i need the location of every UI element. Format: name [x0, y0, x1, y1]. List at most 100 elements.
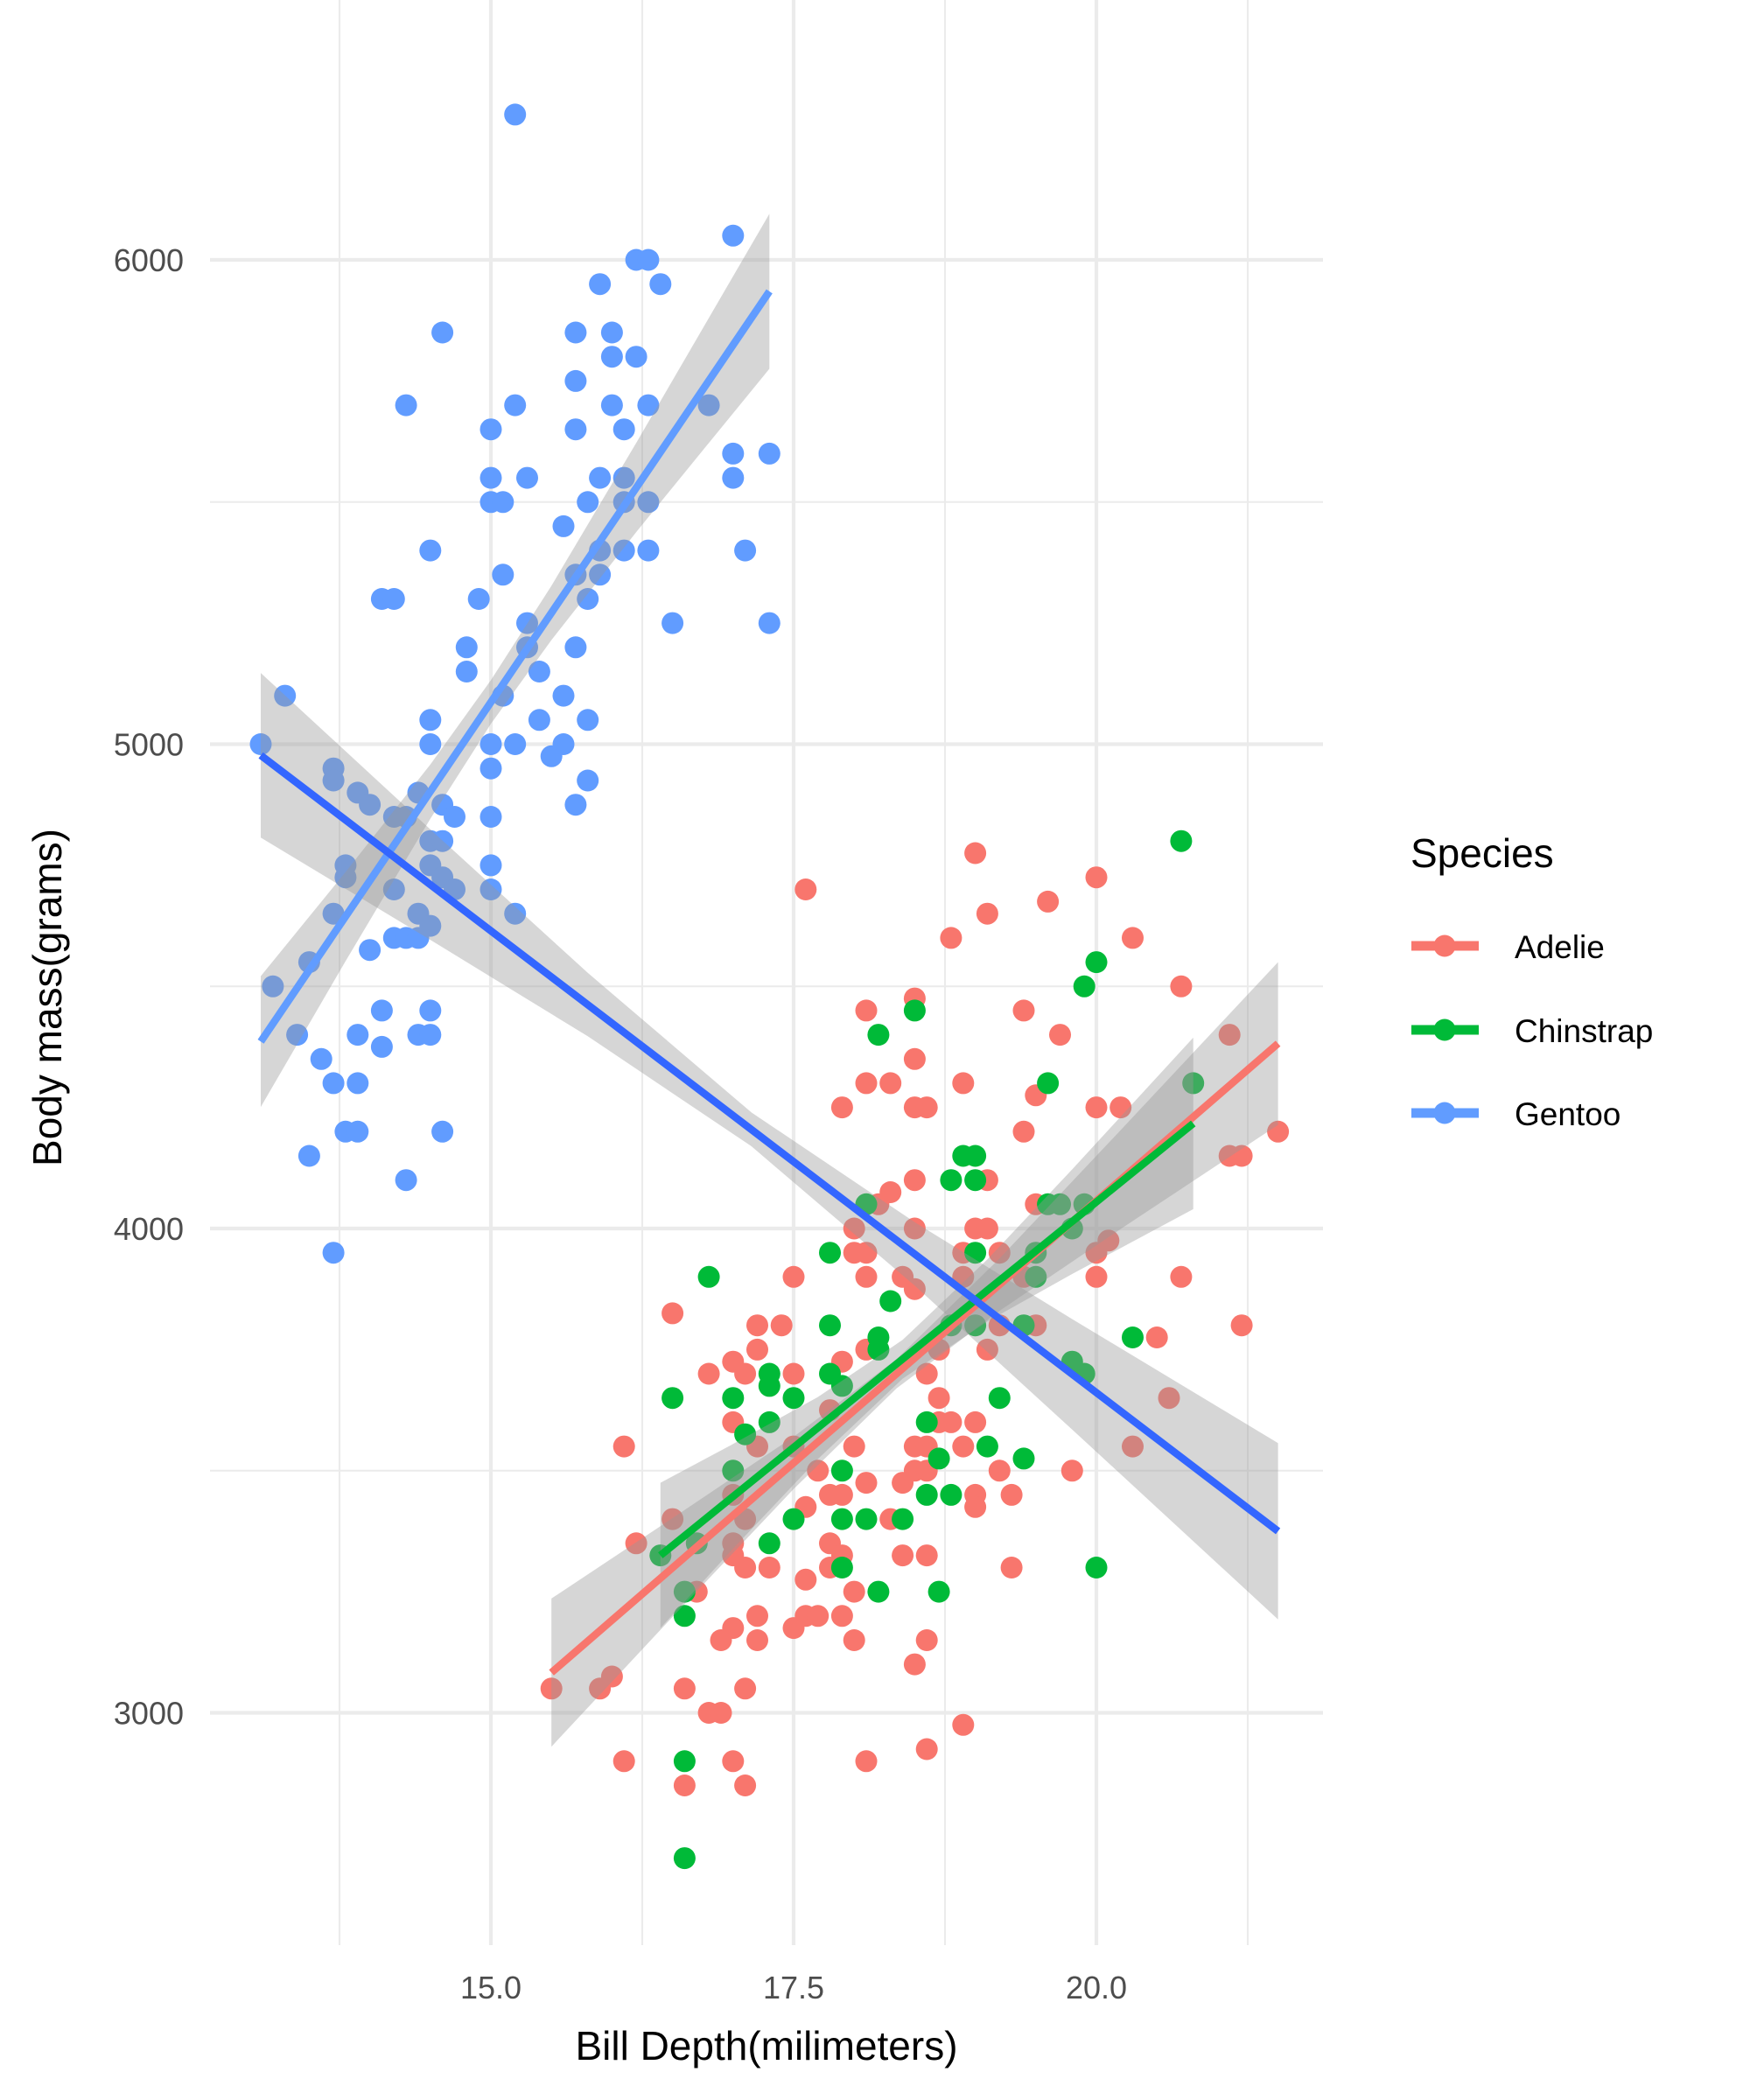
point-adelie: [964, 842, 987, 864]
data-points: [249, 103, 1290, 1870]
point-gentoo: [492, 564, 514, 586]
y-tick-label: 6000: [114, 242, 184, 278]
point-gentoo: [504, 103, 527, 126]
point-adelie: [928, 1387, 950, 1410]
point-chinstrap: [1012, 1447, 1035, 1470]
point-adelie: [855, 1472, 878, 1494]
point-adelie: [1085, 866, 1108, 889]
point-adelie: [1097, 1229, 1120, 1252]
point-gentoo: [758, 612, 780, 634]
point-gentoo: [359, 939, 382, 962]
point-chinstrap: [673, 1750, 696, 1773]
x-tick-label: 20.0: [1066, 1970, 1127, 2006]
point-gentoo: [419, 539, 442, 562]
point-gentoo: [612, 539, 635, 562]
legend-items: Adelie Chinstrap Gentoo: [1411, 929, 1653, 1132]
point-adelie: [964, 1495, 987, 1518]
x-axis-title: Bill Depth(milimeters): [575, 2023, 957, 2068]
point-adelie: [746, 1338, 768, 1361]
point-adelie: [662, 1508, 684, 1530]
point-chinstrap: [830, 1508, 853, 1530]
point-adelie: [662, 1302, 684, 1325]
point-gentoo: [382, 878, 405, 900]
point-chinstrap: [819, 1242, 841, 1264]
point-adelie: [830, 1483, 853, 1506]
point-adelie: [782, 1617, 805, 1640]
point-gentoo: [564, 321, 587, 344]
point-gentoo: [480, 854, 502, 877]
point-gentoo: [310, 1047, 332, 1070]
point-gentoo: [322, 1242, 345, 1264]
point-adelie: [1170, 975, 1193, 998]
point-adelie: [976, 902, 998, 925]
legend-key-point: [1433, 1102, 1456, 1124]
point-adelie: [722, 1750, 745, 1773]
point-chinstrap: [903, 999, 926, 1022]
point-adelie: [915, 1629, 938, 1651]
point-chinstrap: [928, 1447, 950, 1470]
point-adelie: [952, 1435, 975, 1458]
point-chinstrap: [1122, 1326, 1144, 1348]
point-adelie: [710, 1702, 732, 1724]
point-chinstrap: [758, 1410, 780, 1433]
point-chinstrap: [855, 1508, 878, 1530]
point-gentoo: [504, 902, 527, 925]
point-gentoo: [346, 1072, 369, 1095]
point-adelie: [976, 1217, 998, 1240]
point-adelie: [1122, 1435, 1144, 1458]
point-chinstrap: [879, 1290, 902, 1312]
point-adelie: [988, 1242, 1011, 1264]
point-chinstrap: [830, 1375, 853, 1397]
point-gentoo: [480, 878, 502, 900]
point-gentoo: [577, 769, 599, 792]
point-gentoo: [455, 661, 478, 682]
point-gentoo: [370, 999, 393, 1022]
point-chinstrap: [867, 1024, 890, 1046]
point-gentoo: [552, 684, 575, 707]
legend: Species Adelie Chinstrap Gentoo: [1410, 830, 1653, 1132]
x-tick-label: 17.5: [763, 1970, 824, 2006]
point-gentoo: [662, 612, 684, 634]
point-adelie: [1000, 1557, 1023, 1578]
y-axis-title: Body mass(grams): [24, 829, 70, 1166]
point-gentoo: [540, 745, 563, 767]
point-adelie: [770, 1314, 793, 1337]
point-adelie: [843, 1217, 865, 1240]
point-chinstrap: [697, 1265, 720, 1288]
point-gentoo: [552, 514, 575, 537]
point-adelie: [589, 1677, 612, 1700]
point-chinstrap: [964, 1144, 987, 1167]
point-gentoo: [480, 418, 502, 441]
point-chinstrap: [915, 1483, 938, 1506]
point-adelie: [855, 1242, 878, 1264]
point-adelie: [1110, 1096, 1132, 1119]
point-adelie: [1012, 999, 1035, 1022]
point-chinstrap: [976, 1435, 998, 1458]
point-gentoo: [492, 491, 514, 514]
legend-item-gentoo: Gentoo: [1411, 1096, 1620, 1132]
legend-item-chinstrap: Chinstrap: [1411, 1013, 1653, 1049]
point-gentoo: [600, 394, 623, 416]
point-adelie: [782, 1362, 805, 1385]
point-gentoo: [516, 612, 538, 634]
point-adelie: [807, 1460, 830, 1482]
point-adelie: [612, 1750, 635, 1773]
point-gentoo: [395, 394, 417, 416]
point-chinstrap: [1085, 951, 1108, 974]
point-adelie: [1000, 1483, 1023, 1506]
point-adelie: [625, 1532, 648, 1555]
point-adelie: [855, 1750, 878, 1773]
point-adelie: [1037, 890, 1060, 913]
point-adelie: [892, 1544, 914, 1567]
point-adelie: [746, 1314, 768, 1337]
point-adelie: [855, 1072, 878, 1095]
regression-lines: [257, 289, 1281, 1676]
point-adelie: [940, 927, 962, 949]
point-adelie: [892, 1472, 914, 1494]
point-gentoo: [612, 418, 635, 441]
series-chinstrap-points: [649, 830, 1205, 1870]
point-adelie: [1085, 1265, 1108, 1288]
legend-key-point: [1433, 934, 1456, 957]
point-adelie: [952, 1713, 975, 1736]
